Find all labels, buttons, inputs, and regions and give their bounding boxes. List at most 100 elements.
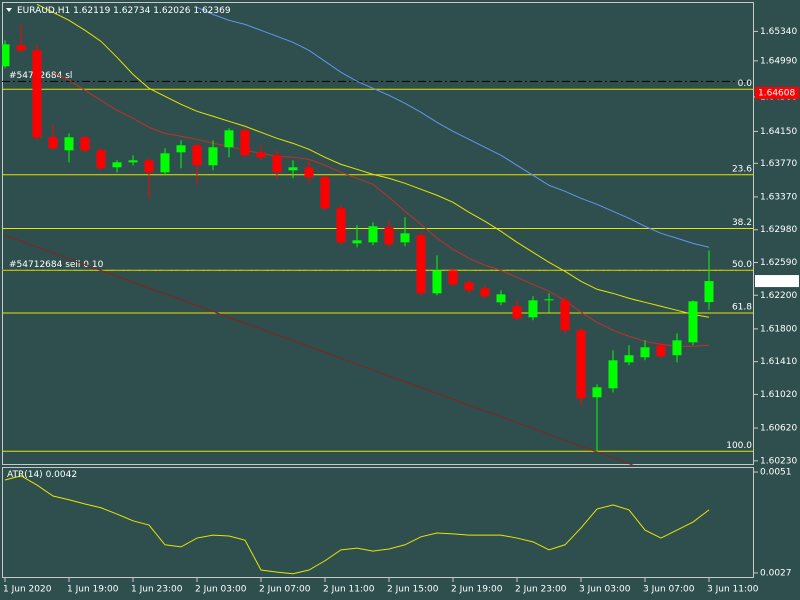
candle-body: [336, 208, 346, 243]
last-open: 1.62119: [73, 6, 110, 16]
candle-body: [464, 282, 474, 291]
candle-body: [384, 227, 394, 245]
candle-body: [560, 300, 570, 331]
fib-label: 61.8: [732, 302, 752, 312]
x-tick-label: 3 Jun 03:00: [579, 585, 631, 595]
current-price-box: [755, 275, 799, 288]
candle-body: [528, 300, 538, 318]
x-tick-label: 3 Jun 07:00: [643, 585, 695, 595]
main-plot: #54712684 sl#54712684 sell 0.100.023.638…: [2, 3, 754, 465]
y-tick-label: 1.63770: [760, 159, 797, 169]
candle-body: [672, 340, 682, 356]
y-tick-label: 1.62980: [760, 225, 797, 235]
trendline: [4, 234, 635, 465]
candle-body: [368, 226, 378, 243]
x-tick-label: 3 Jun 11:00: [707, 585, 759, 595]
last-high: 1.62734: [113, 6, 150, 16]
candle-body: [176, 145, 186, 153]
y-tick-label: 0.0051: [760, 468, 792, 478]
y-tick-label: 1.64150: [760, 127, 797, 137]
candle-body: [32, 50, 42, 138]
symbol: EURAUD,H1: [17, 6, 70, 16]
y-tick-label: 1.61410: [760, 357, 797, 367]
x-tick-label: 2 Jun 19:00: [451, 585, 503, 595]
y-tick-label: 1.65340: [760, 27, 797, 37]
x-tick-label: 2 Jun 03:00: [195, 585, 247, 595]
price-tag: 1.64608: [758, 88, 795, 98]
y-tick-label: 0.0027: [760, 568, 792, 578]
candle-body: [592, 387, 602, 398]
x-tick-label: 2 Jun 15:00: [387, 585, 439, 595]
candle-body: [656, 345, 666, 357]
candle-body: [160, 153, 170, 173]
candle-body: [320, 177, 330, 209]
fib-label: 50.0: [732, 260, 752, 270]
y-tick-label: 1.60230: [760, 456, 797, 466]
moving-average: [52, 71, 710, 347]
candle-body: [144, 160, 154, 173]
candle-body: [112, 162, 122, 168]
fib-label: 23.6: [732, 164, 752, 174]
candle-body: [688, 301, 698, 343]
moving-average: [196, 6, 710, 248]
y-tick-label: 1.61800: [760, 324, 797, 334]
candle-body: [704, 281, 714, 303]
fib-label: 100.0: [726, 441, 752, 451]
candle-body: [512, 306, 522, 319]
atr-plot: [4, 475, 710, 575]
candle-body: [352, 240, 362, 244]
candle-body: [240, 130, 250, 156]
candle-body: [192, 145, 202, 166]
candle-body: [608, 360, 618, 389]
candle-body: [576, 330, 586, 399]
candle-body: [96, 150, 106, 169]
x-tick-label: 2 Jun 23:00: [515, 585, 567, 595]
candle-body: [304, 167, 314, 178]
atr-frame: [2, 467, 754, 578]
candle-body: [64, 137, 74, 151]
y-tick-label: 1.61020: [760, 390, 797, 400]
main-frame: [2, 2, 754, 465]
candle-body: [416, 235, 426, 294]
candle-body: [48, 137, 58, 149]
x-tick-label: 1 Jun 23:00: [131, 585, 183, 595]
candle-body: [2, 44, 10, 67]
candle-body: [128, 160, 138, 163]
candle-body: [624, 355, 634, 363]
candle-body: [288, 167, 298, 171]
atr-header: ATR(14) 0.0042: [7, 470, 77, 480]
candle-body: [256, 152, 266, 158]
candle-body: [640, 347, 650, 358]
y-tick-label: 1.60620: [760, 424, 797, 434]
candle-body: [224, 130, 234, 148]
atr-last: 0.0042: [46, 470, 78, 480]
y-tick-label: 1.64990: [760, 56, 797, 66]
candle-body: [544, 299, 554, 301]
moving-average: [36, 3, 710, 318]
candle-body: [80, 137, 90, 151]
y-tick-label: 1.63370: [760, 192, 797, 202]
y-tick-label: 1.62200: [760, 291, 797, 301]
fib-label: 38.2: [732, 218, 752, 228]
atr-label: ATR(14): [7, 470, 43, 480]
y-tick-label: 1.62590: [760, 258, 797, 268]
menu-arrow[interactable]: [6, 8, 12, 12]
x-tick-label: 1 Jun 19:00: [67, 585, 119, 595]
atr-line: [4, 475, 710, 575]
candle-body: [208, 147, 218, 166]
fib-label: 0.0: [738, 79, 753, 89]
x-tick-label: 1 Jun 2020: [3, 585, 52, 595]
candle-body: [480, 288, 490, 297]
overlay: 1.653401.649901.645601.641501.637701.633…: [3, 27, 799, 595]
candle-body: [496, 294, 506, 303]
x-tick-label: 2 Jun 11:00: [323, 585, 375, 595]
chart-header: EURAUD,H1 1.62119 1.62734 1.62026 1.6236…: [17, 6, 231, 16]
last-close: 1.62369: [193, 6, 230, 16]
candle-body: [448, 270, 458, 285]
price-tag-box: [755, 86, 799, 99]
order-label: #54712684 sell 0.10: [9, 260, 104, 270]
current-price: 1.62369: [758, 277, 795, 287]
